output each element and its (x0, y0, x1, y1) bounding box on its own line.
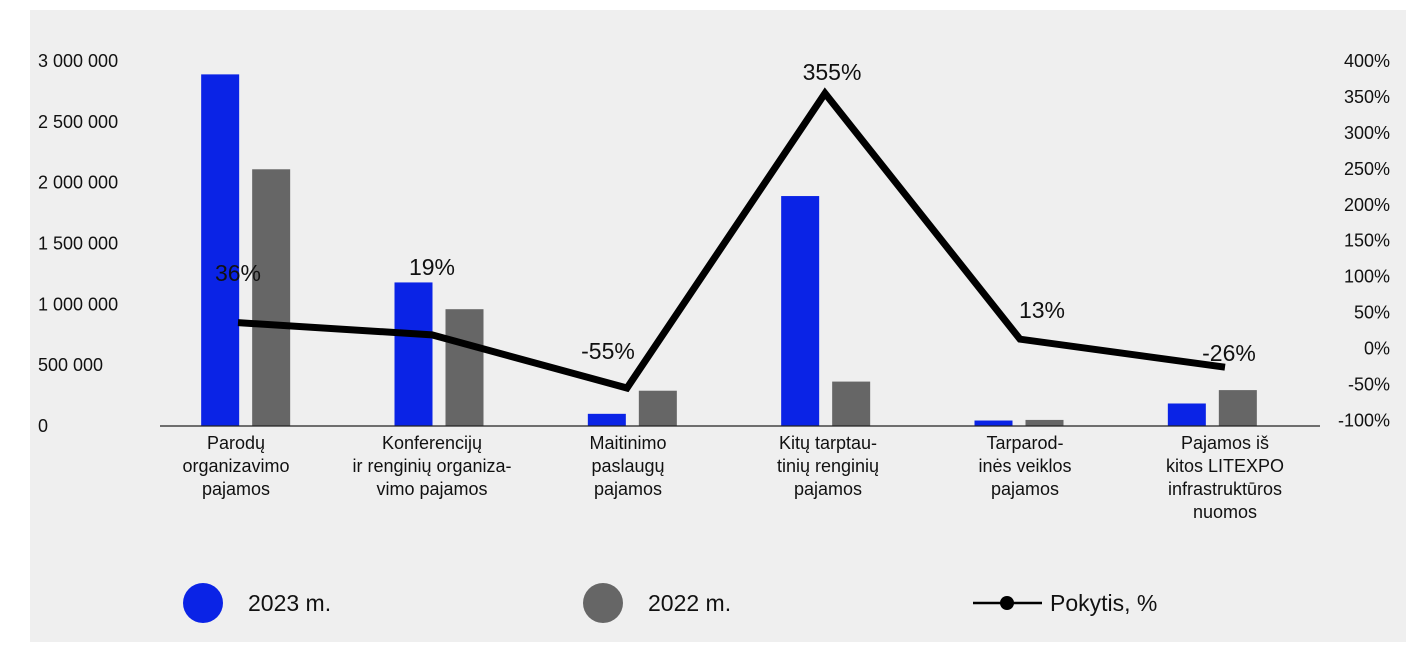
right-tick-label: 0% (1364, 339, 1390, 359)
category-label: Pajamos iš (1181, 433, 1269, 453)
change-data-label: 355% (803, 59, 862, 85)
legend-marker-icon (1000, 596, 1014, 610)
legend-label-2022: 2022 m. (648, 590, 731, 616)
left-tick-label: 3 000 000 (38, 51, 118, 71)
category-label: pajamos (594, 479, 662, 499)
bar-series2 (832, 381, 871, 426)
legend-swatch-2022 (583, 583, 623, 623)
bar-series2 (1025, 419, 1064, 426)
category-label: pajamos (202, 479, 270, 499)
category-label: Konferencijų (382, 433, 482, 453)
change-line-path (237, 87, 1226, 393)
category-label: organizavimo (182, 456, 289, 476)
category-label: ir renginių organiza- (352, 456, 511, 476)
bars (201, 74, 1257, 427)
category-label: vimo pajamos (376, 479, 487, 499)
right-tick-label: 100% (1344, 267, 1390, 287)
legend-label-change: Pokytis, % (1050, 590, 1157, 616)
category-label: Kitų tarptau- (779, 433, 877, 453)
category-label: pajamos (991, 479, 1059, 499)
left-tick-label: 2 000 000 (38, 173, 118, 193)
right-tick-label: 300% (1344, 123, 1390, 143)
right-tick-label: -50% (1348, 374, 1390, 394)
legend-swatch-2023 (183, 583, 223, 623)
bar-series1 (974, 420, 1013, 426)
bar-series1 (1167, 403, 1206, 426)
category-label: Parodų (207, 433, 265, 453)
legend-label-2023: 2023 m. (248, 590, 331, 616)
bar-series2 (445, 309, 484, 426)
change-line (237, 87, 1226, 393)
change-data-label: -26% (1202, 340, 1256, 366)
bar-series2 (1218, 390, 1257, 426)
right-tick-label: -100% (1338, 410, 1390, 430)
left-tick-label: 1 000 000 (38, 294, 118, 314)
change-data-label: 19% (409, 254, 455, 280)
right-tick-label: 350% (1344, 87, 1390, 107)
category-label: pajamos (794, 479, 862, 499)
category-label: nuomos (1193, 502, 1257, 522)
left-tick-label: 0 (38, 416, 48, 436)
legend: 2023 m. 2022 m. Pokytis, % (183, 583, 1157, 623)
bar-series1 (201, 74, 240, 426)
right-tick-label: 150% (1344, 231, 1390, 251)
bar-series1 (587, 413, 626, 426)
change-data-label: 13% (1019, 297, 1065, 323)
right-axis-ticks: -100% -50% 0% 50% 100% 150% 200% 250% 300% 350% 40… (1338, 51, 1390, 430)
bar-series2 (252, 169, 291, 427)
category-label: inės veiklos (978, 456, 1071, 476)
category-labels: Parodų organizavimo pajamos Konferencijų ir … (182, 433, 1284, 522)
left-axis-ticks: 0 500 000 1 000 000 1 500 000 2 000 000 2 500… (38, 51, 118, 436)
category-label: infrastruktūros (1168, 479, 1282, 499)
right-tick-label: 200% (1344, 195, 1390, 215)
category-label: kitos LITEXPO (1166, 456, 1284, 476)
change-data-label: 36% (215, 260, 261, 286)
change-data-label: -55% (581, 338, 635, 364)
bar-series1 (394, 282, 433, 426)
bar-series2 (638, 390, 677, 426)
left-tick-label: 2 500 000 (38, 112, 118, 132)
left-tick-label: 1 500 000 (38, 234, 118, 254)
right-tick-label: 400% (1344, 51, 1390, 71)
category-label: paslaugų (591, 456, 664, 476)
left-tick-label: 500 000 (38, 355, 103, 375)
bar-series1 (781, 196, 820, 426)
right-tick-label: 50% (1354, 303, 1390, 323)
right-tick-label: 250% (1344, 159, 1390, 179)
category-label: Maitinimo (589, 433, 666, 453)
category-label: tinių renginių (777, 456, 879, 476)
category-label: Tarparod- (986, 433, 1063, 453)
data-labels: 36% 19% -55% 355% 13% -26% (215, 59, 1256, 366)
